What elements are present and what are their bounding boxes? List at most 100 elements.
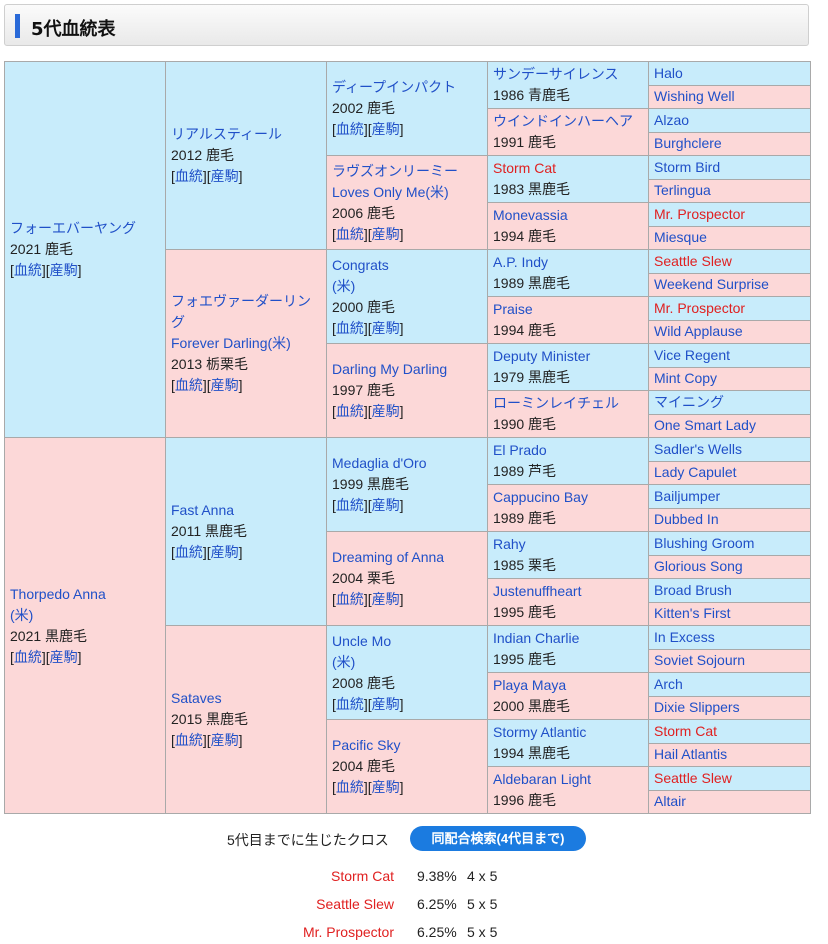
bloodline-link[interactable]: 血統 (335, 403, 364, 419)
offspring-link[interactable]: 産駒 (371, 121, 400, 137)
horse-name-link[interactable]: Wishing Well (654, 88, 735, 105)
horse-name-link[interactable]: Thorpedo Anna (10, 585, 106, 602)
cross-horse-name[interactable]: Storm Cat (330, 868, 394, 884)
horse-name-link[interactable]: Weekend Surprise (654, 276, 769, 293)
pedigree-row: ウインドインハーヘア 1991 鹿毛 Alzao (5, 108, 811, 156)
horse-name-link[interactable]: Darling My Darling (332, 361, 448, 377)
horse-name-link[interactable]: ラヴズオンリーミー (332, 162, 458, 179)
horse-name-link[interactable]: Vice Regent (654, 346, 731, 363)
horse-name-link[interactable]: マイニング (654, 393, 724, 410)
offspring-link[interactable]: 産駒 (210, 732, 239, 748)
offspring-link[interactable]: 産駒 (371, 225, 400, 242)
horse-subname[interactable]: Loves Only Me(米) (332, 183, 449, 200)
horse-name-link[interactable]: A.P. Indy (493, 254, 549, 270)
horse-name-link[interactable]: Mr. Prospector (654, 299, 746, 316)
bloodline-link[interactable]: 血統 (335, 319, 364, 336)
horse-name-link[interactable]: Broad Brush (654, 581, 732, 598)
horse-name-link[interactable]: Wild Applause (654, 323, 743, 340)
horse-name-link[interactable]: El Prado (493, 442, 547, 458)
horse-name-link[interactable]: Bailjumper (654, 487, 721, 504)
bloodline-link[interactable]: 血統 (335, 121, 364, 137)
horse-name-link[interactable]: Kitten's First (654, 605, 731, 622)
cross-horse-name[interactable]: Mr. Prospector (302, 924, 394, 940)
horse-name-link[interactable]: Sadler's Wells (654, 440, 742, 457)
horse-name-link[interactable]: Dreaming of Anna (332, 549, 445, 565)
bloodline-link[interactable]: 血統 (335, 695, 364, 712)
horse-name-link[interactable]: Altair (654, 793, 686, 810)
horse-name-link[interactable]: Medaglia d'Oro (332, 455, 427, 471)
horse-name-link[interactable]: Stormy Atlantic (493, 724, 587, 740)
cross-horse-name[interactable]: Seattle Slew (316, 896, 394, 912)
offspring-link[interactable]: 産駒 (49, 262, 78, 278)
horse-name-link[interactable]: リアルスティール (171, 126, 283, 142)
horse-name-link[interactable]: Seattle Slew (654, 769, 732, 786)
bloodline-link[interactable]: 血統 (174, 168, 203, 184)
horse-name-link[interactable]: Playa Maya (493, 677, 567, 693)
horse-name-link[interactable]: Terlingua (654, 182, 711, 199)
horse-name-link[interactable]: In Excess (654, 628, 715, 645)
horse-name-link[interactable]: Aldebaran Light (493, 771, 592, 787)
horse-name-link[interactable]: Mr. Prospector (654, 205, 746, 222)
horse-name-link[interactable]: サンデーサイレンス (493, 66, 619, 82)
offspring-link[interactable]: 産駒 (210, 168, 239, 184)
horse-name-link[interactable]: Dixie Slippers (654, 699, 740, 716)
horse-subname[interactable]: (米) (332, 653, 356, 670)
horse-name-link[interactable]: ウインドインハーヘア (493, 113, 633, 129)
offspring-link[interactable]: 産駒 (371, 403, 400, 419)
horse-name-link[interactable]: Sataves (171, 690, 222, 706)
offspring-link[interactable]: 産駒 (210, 544, 239, 560)
horse-name-link[interactable]: フォエヴァーダーリング (171, 293, 311, 330)
horse-name-link[interactable]: ディープインパクト (332, 79, 457, 95)
horse-subname[interactable]: (米) (332, 277, 356, 294)
offspring-link[interactable]: 産駒 (371, 319, 400, 336)
horse-name-link[interactable]: Praise (493, 301, 533, 317)
horse-name-link[interactable]: Justenuffheart (493, 583, 582, 599)
offspring-link[interactable]: 産駒 (371, 497, 400, 513)
offspring-link[interactable]: 産駒 (371, 695, 400, 712)
horse-name-link[interactable]: Indian Charlie (493, 630, 580, 646)
horse-name-link[interactable]: Congrats (332, 256, 389, 273)
offspring-link[interactable]: 産駒 (371, 591, 400, 607)
horse-name-link[interactable]: Alzao (654, 111, 690, 128)
horse-name-link[interactable]: フォーエバーヤング (10, 220, 136, 236)
horse-name-link[interactable]: Soviet Sojourn (654, 652, 746, 669)
horse-subname[interactable]: Forever Darling(米) (171, 335, 291, 351)
offspring-link[interactable]: 産駒 (49, 648, 78, 665)
horse-name-link[interactable]: Blushing Groom (654, 534, 755, 551)
horse-name-link[interactable]: Pacific Sky (332, 737, 401, 753)
bloodline-link[interactable]: 血統 (335, 779, 364, 795)
horse-name-link[interactable]: Fast Anna (171, 502, 235, 518)
horse-name-link[interactable]: Storm Cat (654, 722, 718, 739)
horse-name-link[interactable]: Cappucino Bay (493, 489, 588, 505)
horse-name-link[interactable]: Miesque (654, 229, 707, 246)
horse-name-link[interactable]: Mint Copy (654, 370, 718, 387)
bloodline-link[interactable]: 血統 (174, 732, 203, 748)
horse-name-link[interactable]: Monevassia (493, 207, 568, 223)
horse-name-link[interactable]: Rahy (493, 536, 526, 552)
horse-name-link[interactable]: Arch (654, 675, 683, 692)
bloodline-link[interactable]: 血統 (335, 225, 364, 242)
horse-name-link[interactable]: Dubbed In (654, 511, 719, 528)
bloodline-link[interactable]: 血統 (335, 497, 364, 513)
horse-name-link[interactable]: Lady Capulet (654, 464, 737, 481)
bloodline-link[interactable]: 血統 (13, 648, 42, 665)
bloodline-link[interactable]: 血統 (174, 377, 203, 393)
offspring-link[interactable]: 産駒 (371, 779, 400, 795)
bloodline-link[interactable]: 血統 (174, 544, 203, 560)
horse-name-link[interactable]: Storm Cat (493, 160, 557, 176)
horse-name-link[interactable]: ローミンレイチェル (493, 395, 619, 411)
horse-name-link[interactable]: Deputy Minister (493, 348, 591, 364)
horse-name-link[interactable]: Storm Bird (654, 158, 721, 175)
horse-name-link[interactable]: Halo (654, 64, 683, 81)
same-mating-search-button[interactable]: 同配合検索(4代目まで) (410, 826, 586, 851)
bloodline-link[interactable]: 血統 (13, 262, 42, 278)
horse-name-link[interactable]: Hail Atlantis (654, 746, 728, 763)
horse-name-link[interactable]: Uncle Mo (332, 632, 392, 649)
bloodline-link[interactable]: 血統 (335, 591, 364, 607)
offspring-link[interactable]: 産駒 (210, 377, 239, 393)
horse-subname[interactable]: (米) (10, 606, 34, 623)
horse-name-link[interactable]: One Smart Lady (654, 417, 756, 434)
horse-name-link[interactable]: Seattle Slew (654, 252, 732, 269)
horse-name-link[interactable]: Burghclere (654, 135, 722, 152)
horse-name-link[interactable]: Glorious Song (654, 558, 743, 575)
